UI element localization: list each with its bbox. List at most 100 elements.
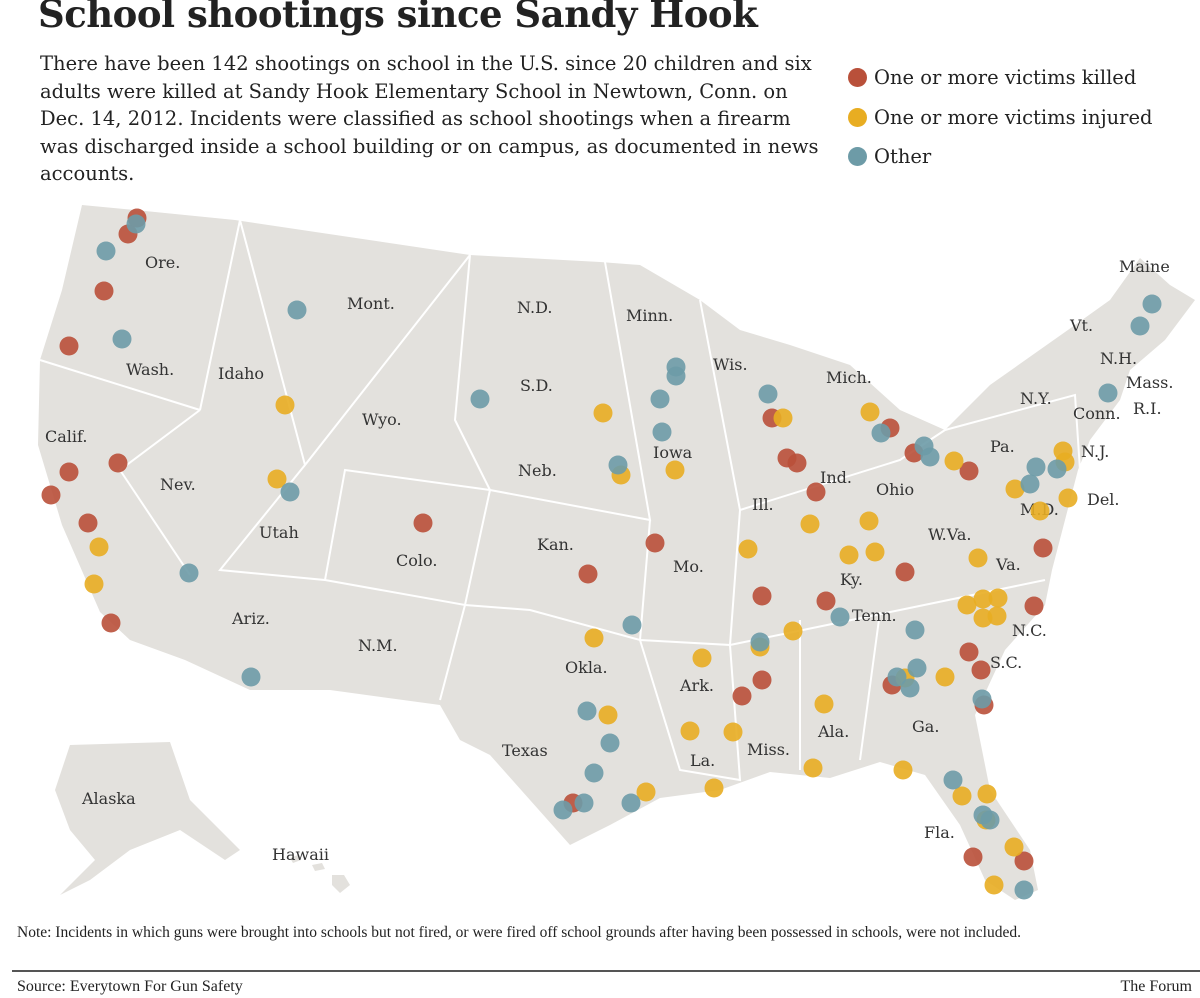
injured-incident-dot bbox=[783, 621, 803, 641]
other-incident-dot bbox=[1026, 457, 1046, 477]
state-label: Texas bbox=[502, 741, 548, 760]
contiguous-us-shape bbox=[38, 205, 1195, 900]
injured-dot-icon bbox=[848, 107, 867, 127]
other-incident-dot bbox=[907, 658, 927, 678]
other-incident-dot bbox=[574, 793, 594, 813]
killed-incident-dot bbox=[94, 281, 114, 301]
killed-incident-dot bbox=[806, 482, 826, 502]
injured-incident-dot bbox=[977, 784, 997, 804]
state-label: N.Y. bbox=[1020, 389, 1052, 408]
other-dot-icon bbox=[848, 147, 867, 167]
injured-incident-dot bbox=[692, 648, 712, 668]
state-label: La. bbox=[690, 751, 715, 770]
injured-incident-dot bbox=[952, 786, 972, 806]
other-incident-dot bbox=[980, 810, 1000, 830]
killed-incident-dot bbox=[959, 642, 979, 662]
killed-incident-dot bbox=[41, 485, 61, 505]
state-label: Ill. bbox=[752, 495, 774, 514]
injured-incident-dot bbox=[738, 539, 758, 559]
credit-text: The Forum bbox=[1120, 978, 1192, 995]
other-incident-dot bbox=[179, 563, 199, 583]
legend: One or more victims killed One or more v… bbox=[848, 58, 1153, 177]
killed-incident-dot bbox=[752, 586, 772, 606]
injured-incident-dot bbox=[84, 574, 104, 594]
state-label: Okla. bbox=[565, 658, 608, 677]
injured-incident-dot bbox=[973, 589, 993, 609]
other-incident-dot bbox=[608, 455, 628, 475]
state-label: Mo. bbox=[673, 557, 704, 576]
killed-incident-dot bbox=[787, 453, 807, 473]
other-incident-dot bbox=[96, 241, 116, 261]
state-label: Minn. bbox=[626, 306, 673, 325]
state-label: Vt. bbox=[1069, 316, 1093, 335]
state-label: S.D. bbox=[520, 376, 553, 395]
killed-incident-dot bbox=[752, 670, 772, 690]
legend-label: One or more victims killed bbox=[874, 66, 1137, 90]
other-incident-dot bbox=[887, 667, 907, 687]
state-label: Hawaii bbox=[272, 845, 329, 864]
injured-incident-dot bbox=[665, 460, 685, 480]
state-label: Utah bbox=[259, 523, 299, 542]
other-incident-dot bbox=[1047, 459, 1067, 479]
killed-incident-dot bbox=[895, 562, 915, 582]
injured-incident-dot bbox=[773, 408, 793, 428]
killed-incident-dot bbox=[108, 453, 128, 473]
state-label: N.M. bbox=[358, 636, 398, 655]
state-label: Va. bbox=[995, 555, 1021, 574]
killed-incident-dot bbox=[959, 461, 979, 481]
page-title: School shootings since Sandy Hook bbox=[38, 0, 758, 36]
source-text: Source: Everytown For Gun Safety bbox=[17, 978, 243, 995]
legend-label: One or more victims injured bbox=[874, 105, 1153, 129]
injured-incident-dot bbox=[803, 758, 823, 778]
other-incident-dot bbox=[1142, 294, 1162, 314]
injured-incident-dot bbox=[1058, 488, 1078, 508]
other-incident-dot bbox=[621, 793, 641, 813]
state-label: Ky. bbox=[840, 570, 863, 589]
injured-incident-dot bbox=[275, 395, 295, 415]
intro-text: There have been 142 shootings on school … bbox=[40, 52, 819, 185]
divider bbox=[12, 970, 1200, 972]
injured-incident-dot bbox=[893, 760, 913, 780]
injured-incident-dot bbox=[267, 469, 287, 489]
other-incident-dot bbox=[553, 800, 573, 820]
injured-incident-dot bbox=[598, 705, 618, 725]
injured-incident-dot bbox=[988, 588, 1008, 608]
legend-item-injured: One or more victims injured bbox=[848, 98, 1153, 138]
other-incident-dot bbox=[1130, 316, 1150, 336]
injured-incident-dot bbox=[968, 548, 988, 568]
state-label: Wyo. bbox=[362, 410, 402, 429]
state-label: N.H. bbox=[1100, 349, 1137, 368]
footnote: Note: Incidents in which guns were broug… bbox=[17, 924, 1021, 941]
killed-incident-dot bbox=[732, 686, 752, 706]
injured-incident-dot bbox=[89, 537, 109, 557]
state-label: N.C. bbox=[1012, 621, 1047, 640]
injured-incident-dot bbox=[987, 606, 1007, 626]
state-label: Nev. bbox=[160, 475, 196, 494]
killed-incident-dot bbox=[78, 513, 98, 533]
state-label: Kan. bbox=[537, 535, 574, 554]
other-incident-dot bbox=[112, 329, 132, 349]
injured-incident-dot bbox=[839, 545, 859, 565]
land bbox=[38, 205, 1195, 900]
injured-incident-dot bbox=[723, 722, 743, 742]
state-label: Tenn. bbox=[852, 606, 897, 625]
state-label: Pa. bbox=[990, 437, 1015, 456]
other-incident-dot bbox=[622, 615, 642, 635]
alaska-shape bbox=[55, 742, 240, 895]
killed-dot-icon bbox=[848, 68, 867, 88]
state-label: Ark. bbox=[679, 676, 714, 695]
injured-incident-dot bbox=[944, 451, 964, 471]
killed-incident-dot bbox=[971, 660, 991, 680]
state-label: Ohio bbox=[876, 480, 914, 499]
killed-incident-dot bbox=[59, 462, 79, 482]
other-incident-dot bbox=[470, 389, 490, 409]
state-label: Maine bbox=[1119, 257, 1170, 276]
other-incident-dot bbox=[280, 482, 300, 502]
other-incident-dot bbox=[920, 447, 940, 467]
other-incident-dot bbox=[905, 620, 925, 640]
injured-incident-dot bbox=[704, 778, 724, 798]
other-incident-dot bbox=[650, 389, 670, 409]
state-label: Iowa bbox=[653, 443, 693, 462]
injured-incident-dot bbox=[957, 595, 977, 615]
